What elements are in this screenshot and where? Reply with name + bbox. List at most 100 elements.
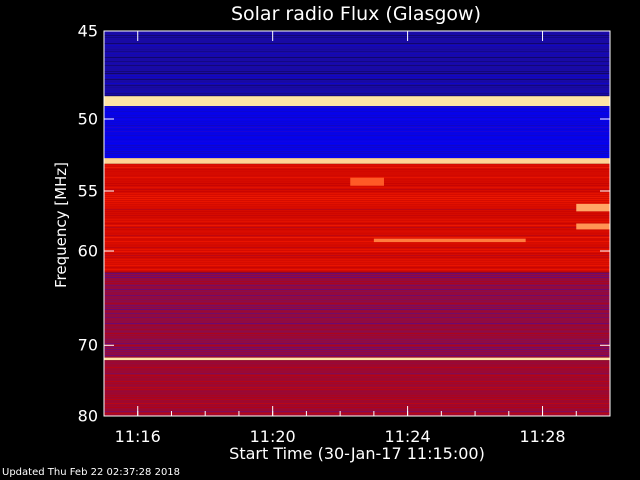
spectral-row <box>104 137 610 138</box>
spectral-row <box>104 89 610 90</box>
spectral-row <box>104 331 610 332</box>
spectral-row <box>104 35 610 36</box>
spectral-row <box>104 263 610 264</box>
spectral-row <box>104 367 610 368</box>
spectral-row <box>104 143 610 144</box>
spectral-row <box>104 259 610 260</box>
spectral-row <box>104 299 610 300</box>
y-tick-label: 45 <box>77 21 98 41</box>
spectral-row <box>104 349 610 350</box>
spectral-row <box>104 39 610 40</box>
emission-features <box>350 177 610 243</box>
spectral-row <box>104 265 610 266</box>
spectral-row <box>104 271 610 272</box>
spectral-row <box>104 301 610 302</box>
spectral-row <box>104 153 610 154</box>
spectral-row <box>104 289 610 290</box>
updated-timestamp: Updated Thu Feb 22 02:37:28 2018 <box>2 467 181 478</box>
spectral-row <box>104 295 610 296</box>
spectral-row <box>104 277 610 278</box>
spectral-row <box>104 335 610 336</box>
spectral-row <box>104 203 610 204</box>
y-tick-label: 55 <box>77 181 98 201</box>
spectral-row <box>104 81 610 82</box>
spectral-row <box>104 353 610 354</box>
spectral-row <box>104 77 610 78</box>
spectral-row <box>104 323 610 324</box>
spectral-row <box>104 293 610 294</box>
spectral-row <box>104 127 610 128</box>
spectral-row <box>104 139 610 140</box>
spectral-row <box>104 319 610 320</box>
spectral-row <box>104 37 610 38</box>
spectral-row <box>104 257 610 258</box>
spectral-row <box>104 241 610 242</box>
spectral-row <box>104 171 610 172</box>
x-tick-label: 11:28 <box>519 427 566 446</box>
spectral-row <box>104 253 610 254</box>
spectral-row <box>104 235 610 236</box>
spectral-row <box>104 273 610 274</box>
spectral-row <box>104 327 610 328</box>
spectral-row <box>104 157 610 158</box>
y-tick-label: 70 <box>77 335 98 355</box>
spectral-row <box>104 373 610 374</box>
chart-title: Solar radio Flux (Glasgow) <box>230 3 482 25</box>
spectral-row <box>104 53 610 54</box>
spectral-row <box>104 225 610 226</box>
spectral-row <box>104 363 610 364</box>
spectral-row <box>104 165 610 166</box>
spectral-row <box>104 355 610 356</box>
spectral-row <box>104 219 610 220</box>
spectral-row <box>104 337 610 338</box>
spectral-row <box>104 43 610 44</box>
spectral-row <box>104 255 610 256</box>
spectral-row <box>104 151 610 152</box>
spectral-row <box>104 65 610 66</box>
spectral-row <box>104 149 610 150</box>
tick-marks <box>103 30 611 417</box>
spectral-row <box>104 333 610 334</box>
spectral-row <box>104 79 610 80</box>
spectral-row <box>104 73 610 74</box>
spectral-row <box>104 377 610 378</box>
spectral-row <box>104 321 610 322</box>
spectral-row <box>104 251 610 252</box>
spectral-row <box>104 389 610 390</box>
spectral-row <box>104 233 610 234</box>
spectral-row <box>104 109 610 110</box>
emission-feature <box>373 238 526 243</box>
spectral-row <box>104 297 610 298</box>
spectral-row <box>104 209 610 210</box>
spectral-row <box>104 197 610 198</box>
spectral-row <box>104 315 610 316</box>
spectral-row <box>104 341 610 342</box>
spectral-row <box>104 61 610 62</box>
spectral-row <box>104 107 610 108</box>
spectral-row <box>104 51 610 52</box>
spectral-row <box>104 223 610 224</box>
spectral-row <box>104 187 610 188</box>
spectral-row <box>104 175 610 176</box>
spectral-row <box>104 309 610 310</box>
spectral-row <box>104 57 610 58</box>
spectral-row <box>104 147 610 148</box>
spectral-row <box>104 413 610 414</box>
spectral-row <box>104 249 610 250</box>
spectral-row <box>104 383 610 384</box>
spectral-row <box>104 403 610 404</box>
spectral-row <box>104 93 610 94</box>
spectral-row <box>104 167 610 168</box>
spectral-row <box>104 155 610 156</box>
spectral-row <box>104 395 610 396</box>
spectral-row <box>104 411 610 412</box>
spectral-row <box>104 47 610 48</box>
spectral-row <box>104 41 610 42</box>
y-tick-label: 60 <box>77 241 98 261</box>
spectral-row <box>104 375 610 376</box>
spectral-row <box>104 345 610 346</box>
spectral-row <box>104 245 610 246</box>
spectral-row <box>104 397 610 398</box>
spectral-row <box>104 87 610 88</box>
spectral-row <box>104 287 610 288</box>
